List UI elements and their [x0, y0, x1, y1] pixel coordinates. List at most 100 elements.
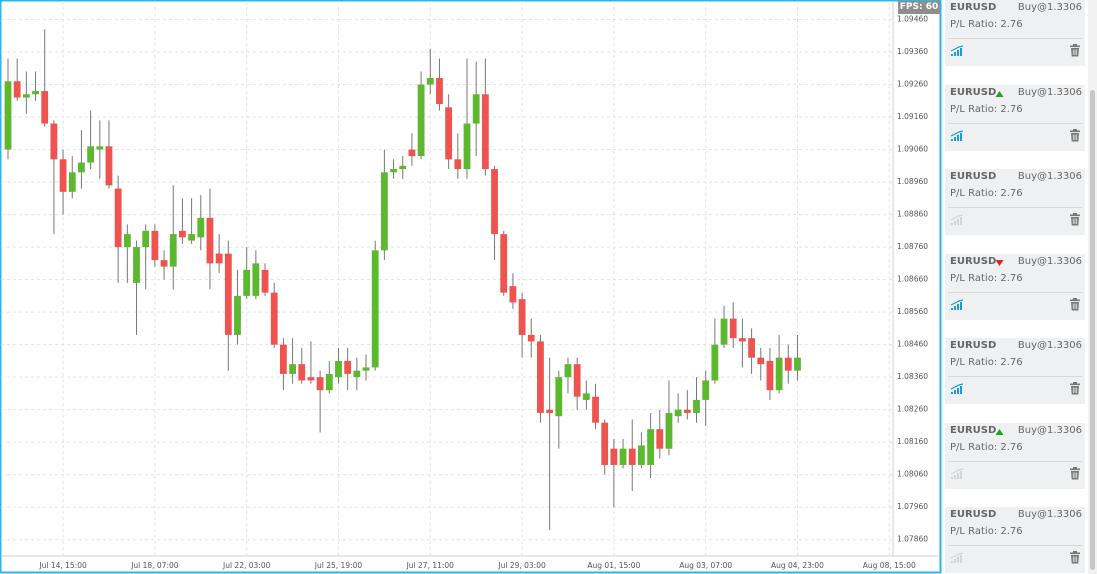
order-item[interactable]: EURUSD Buy@1.3306 P/L Ratio: 2.76: [945, 338, 1085, 404]
pl-ratio: P/L Ratio: 2.76: [950, 357, 1023, 368]
delete-button[interactable]: [1069, 551, 1081, 564]
candle-body: [362, 367, 370, 371]
candle-body: [68, 172, 76, 192]
candle-body: [472, 94, 480, 124]
candle-body: [243, 269, 251, 296]
delete-button[interactable]: [1069, 213, 1081, 226]
trash-lid: [1070, 45, 1080, 48]
chart-icon[interactable]: [950, 299, 964, 311]
candle-body: [215, 253, 223, 264]
divider: [948, 123, 1082, 124]
symbol: EURUSD: [950, 171, 997, 182]
order-item[interactable]: EURUSD Buy@1.3306 P/L Ratio: 2.76: [945, 85, 1085, 151]
icon-line: [950, 45, 964, 52]
candle-body: [500, 234, 508, 293]
candle-body: [417, 84, 425, 157]
trash-lid: [1070, 468, 1080, 471]
chart-icon[interactable]: [950, 130, 964, 142]
candle-body: [518, 299, 526, 335]
candle-body: [555, 377, 563, 417]
candle-body: [481, 94, 489, 170]
delete-button[interactable]: [1069, 129, 1081, 142]
orders-panel: EURUSD Buy@1.3306 P/L Ratio: 2.76 EURUSD Buy…: [943, 0, 1097, 574]
candle-body: [59, 159, 67, 192]
symbol: EURUSD: [950, 340, 997, 351]
symbol: EURUSD: [950, 256, 997, 267]
scrollbar[interactable]: [1088, 0, 1097, 574]
candle-body: [78, 162, 85, 173]
candle-body: [628, 448, 636, 465]
candle-body: [22, 94, 30, 98]
icon-bar: [951, 308, 953, 310]
candle-body: [151, 230, 159, 261]
delete-button[interactable]: [1069, 382, 1081, 395]
arrow-shape: [995, 429, 1004, 435]
y-tick-label: 1.08760: [897, 242, 928, 251]
trash-lid: [1070, 214, 1080, 217]
candle-body: [371, 250, 379, 368]
order-price: Buy@1.3306: [1017, 171, 1082, 182]
candle-body: [564, 364, 572, 378]
candle-body: [179, 230, 186, 238]
chart-icon[interactable]: [950, 383, 964, 395]
icon-line: [950, 552, 964, 559]
icon-bar: [957, 388, 959, 394]
order-price: Buy@1.3306: [1017, 87, 1082, 98]
arrow-shape: [995, 91, 1004, 97]
chart-icon[interactable]: [950, 468, 964, 480]
order-item[interactable]: EURUSD Buy@1.3306 P/L Ratio: 2.76: [945, 423, 1085, 489]
chart-icon[interactable]: [950, 45, 964, 57]
divider: [948, 207, 1082, 208]
candle-body: [390, 169, 397, 173]
delete-button[interactable]: [1069, 467, 1081, 480]
pl-ratio: P/L Ratio: 2.76: [950, 273, 1023, 284]
candle-body: [702, 380, 710, 400]
order-price: Buy@1.3306: [1017, 340, 1082, 351]
candle-body: [325, 373, 333, 391]
order-item[interactable]: EURUSD Buy@1.3306 P/L Ratio: 2.76: [945, 169, 1085, 235]
icon-bar: [951, 223, 953, 225]
candle-body: [123, 234, 131, 248]
chart-frame: [0, 0, 942, 574]
candle-body: [133, 247, 140, 283]
icon-bar: [960, 302, 962, 310]
chart-icon[interactable]: [950, 214, 964, 226]
chart-icon[interactable]: [950, 552, 964, 564]
order-item[interactable]: EURUSD Buy@1.3306 P/L Ratio: 2.76: [945, 254, 1085, 320]
candlestick-chart: 1.07860 1.07960 1.08060 1.08160 1.08260 1.083…: [0, 0, 942, 574]
delete-button[interactable]: [1069, 298, 1081, 311]
y-tick-label: 1.08060: [897, 470, 928, 479]
trash-lid: [1070, 299, 1080, 302]
pl-ratio: P/L Ratio: 2.76: [950, 188, 1023, 199]
icon-bar: [960, 471, 962, 479]
divider: [948, 292, 1082, 293]
y-tick-label: 1.07960: [897, 502, 928, 511]
x-tick-label: Aug 04, 23:00: [771, 561, 824, 570]
candle-body: [454, 159, 462, 170]
candle-body: [96, 146, 104, 150]
icon-bar: [954, 137, 956, 141]
x-tick-label: Jul 22, 03:00: [222, 561, 271, 570]
candle-body: [114, 188, 122, 248]
fps-counter: FPS: 60: [898, 1, 940, 14]
y-tick-label: 1.08860: [897, 210, 928, 219]
candle-body: [436, 78, 443, 105]
order-item[interactable]: EURUSD Buy@1.3306 P/L Ratio: 2.76: [945, 0, 1085, 66]
icon-bar: [960, 386, 962, 394]
candle-body: [491, 169, 498, 235]
y-tick-label: 1.09260: [897, 80, 928, 89]
scroll-thumb[interactable]: [1090, 90, 1095, 570]
candle-body: [13, 81, 21, 98]
candle-body: [748, 338, 755, 358]
candle-body: [527, 334, 535, 342]
trash-lid: [1070, 383, 1080, 386]
trash-handle: [1073, 382, 1077, 384]
icon-bar: [954, 559, 956, 563]
delete-button[interactable]: [1069, 44, 1081, 57]
divider: [948, 376, 1082, 377]
order-price: Buy@1.3306: [1017, 509, 1082, 520]
grid: [1, 1, 893, 556]
candle-body: [4, 81, 12, 150]
order-item[interactable]: EURUSD Buy@1.3306 P/L Ratio: 2.76: [945, 507, 1085, 573]
